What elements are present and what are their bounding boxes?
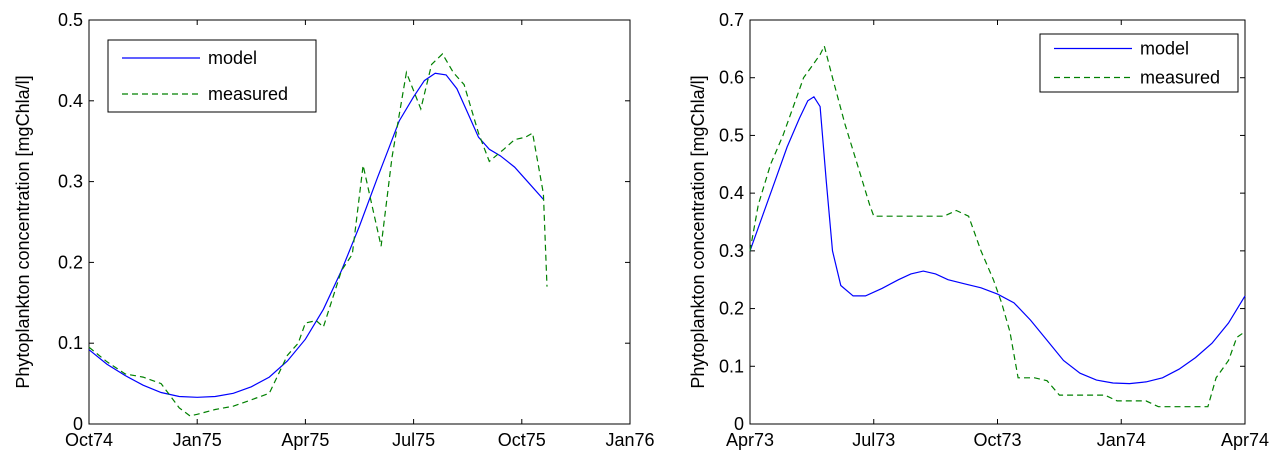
x-tick-label: Apr73 — [726, 430, 774, 450]
y-tick-label: 0.1 — [58, 333, 83, 353]
x-tick-label: Jan75 — [173, 430, 222, 450]
legend: model measured — [107, 39, 317, 113]
legend-label-model: model — [208, 48, 257, 68]
plot-area-frame — [88, 19, 631, 425]
chart-1: Oct74 Jan75 Apr75 Jul75 Oct75 Jan76 0 0.1 0.2 0.3… — [13, 10, 655, 450]
x-tick-label: Apr74 — [1221, 430, 1269, 450]
y-axis-label: Phytoplankton concentration [mgChla/l] — [13, 75, 33, 388]
y-tick-label: 0 — [73, 414, 83, 434]
series-line-model — [749, 95, 1246, 385]
y-tick-label: 0.3 — [719, 241, 744, 261]
legend-box — [107, 39, 317, 113]
x-tick-label: Apr75 — [281, 430, 329, 450]
legend-label-model: model — [1140, 39, 1189, 59]
series-line-model — [88, 72, 544, 398]
y-axis-label: Phytoplankton concentration [mgChla/l] — [688, 75, 708, 388]
x-tick-label: Oct73 — [973, 430, 1021, 450]
x-tick-label: Jan76 — [605, 430, 654, 450]
legend-box — [1039, 33, 1239, 93]
legend: model measured — [1039, 33, 1239, 93]
x-tick-label: Jan74 — [1097, 430, 1146, 450]
legend-label-measured: measured — [1140, 68, 1220, 88]
y-tick-label: 0.4 — [719, 183, 744, 203]
x-tick-label: Oct74 — [65, 430, 113, 450]
series-line-measured — [88, 52, 548, 417]
y-tick-label: 0.2 — [719, 299, 744, 319]
x-tick-label: Jul73 — [852, 430, 895, 450]
y-tick-label: 0.2 — [58, 252, 83, 272]
y-tick-label: 0 — [734, 414, 744, 434]
chart-2: Apr73 Jul73 Oct73 Jan74 Apr74 0 0.1 0.2 0.3 0.4 0.… — [688, 10, 1269, 450]
y-tick-label: 0.7 — [719, 10, 744, 30]
y-tick-label: 0.4 — [58, 91, 83, 111]
y-tick-label: 0.5 — [58, 10, 83, 30]
series-line-measured — [749, 44, 1246, 408]
y-tick-label: 0.6 — [719, 68, 744, 88]
x-tick-label: Oct75 — [498, 430, 546, 450]
y-tick-label: 0.1 — [719, 356, 744, 376]
legend-label-measured: measured — [208, 84, 288, 104]
y-tick-label: 0.5 — [719, 125, 744, 145]
x-tick-label: Jul75 — [392, 430, 435, 450]
y-tick-label: 0.3 — [58, 172, 83, 192]
